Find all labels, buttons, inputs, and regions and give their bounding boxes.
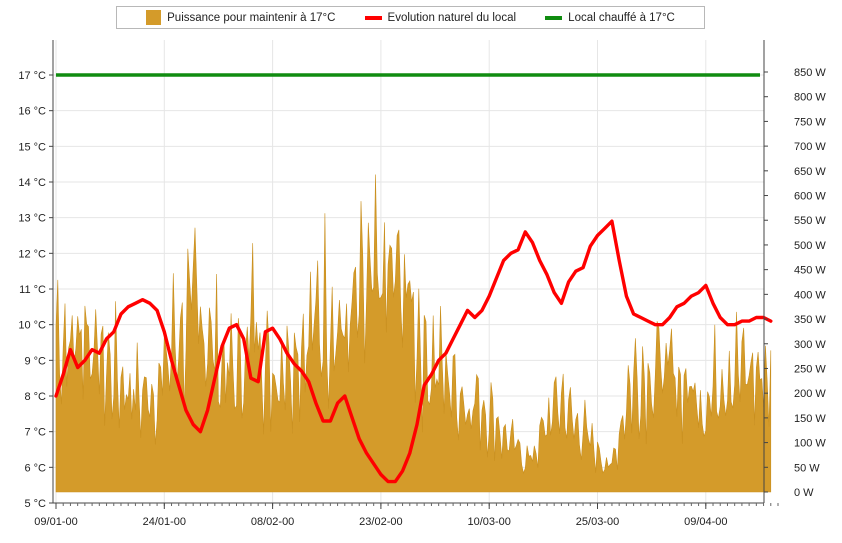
y-right-tick-label: 400 W: [794, 289, 826, 301]
y-right-tick-label: 700 W: [794, 141, 826, 153]
y-right-tick-label: 850 W: [794, 67, 826, 79]
y-left-tick-label: 17 °C: [18, 70, 46, 82]
x-tick-label: 24/01-00: [143, 516, 186, 528]
y-left-tick-label: 10 °C: [18, 320, 46, 332]
line-layer: [54, 73, 773, 484]
y-right-tick-label: 450 W: [794, 265, 826, 277]
legend-swatch-natural: [364, 15, 382, 20]
y-left-tick-label: 11 °C: [19, 284, 46, 296]
x-tick-label: 09/01-00: [34, 516, 77, 528]
y-left-tick-label: 15 °C: [18, 141, 46, 153]
x-tick-label: 10/03-00: [467, 516, 510, 528]
y-left-tick-label: 5 °C: [24, 498, 46, 510]
legend-swatch-heated: [545, 15, 563, 20]
legend-item-natural: Evolution naturel du local: [364, 11, 517, 24]
y-left-tick-label: 13 °C: [18, 213, 46, 225]
power-area: [55, 174, 772, 493]
y-right-tick-label: 350 W: [794, 314, 826, 326]
y-left-tick-label: 6 °C: [24, 462, 46, 474]
x-tick-label: 23/02-00: [359, 516, 402, 528]
y-right-tick-label: 800 W: [794, 92, 826, 104]
y-left-tick-label: 7 °C: [24, 427, 46, 439]
legend-label-power: Puissance pour maintenir à 17°C: [167, 11, 336, 24]
natural-line: [54, 219, 773, 484]
legend-item-power: Puissance pour maintenir à 17°C: [146, 10, 335, 25]
chart-legend: Puissance pour maintenir à 17°C Evolutio…: [116, 6, 705, 29]
y-right-tick-label: 500 W: [794, 240, 826, 252]
y-right-tick-label: 600 W: [794, 191, 826, 203]
y-left-tick-label: 9 °C: [24, 355, 46, 367]
y-right-tick-label: 150 W: [794, 413, 826, 425]
y-right-tick-label: 100 W: [794, 438, 826, 450]
y-left-tick-label: 16 °C: [18, 106, 46, 118]
y-right-tick-label: 650 W: [794, 166, 826, 178]
y-left-tick-label: 12 °C: [18, 248, 46, 260]
y-right-tick-label: 50 W: [794, 462, 820, 474]
y-left-tick-label: 14 °C: [18, 177, 46, 189]
axis-layer: 5 °C 6 °C 7 °C 8 °C 9 °C 10 °C 11 °C 12 °C 13 °C…: [18, 40, 826, 528]
x-tick-label: 25/03-00: [576, 516, 619, 528]
x-tick-label: 08/02-00: [251, 516, 294, 528]
legend-label-natural: Evolution naturel du local: [387, 11, 517, 24]
power-area-layer: [55, 174, 772, 493]
y-left-tick-label: 8 °C: [24, 391, 46, 403]
y-right-tick-label: 200 W: [794, 388, 826, 400]
x-tick-label: 09/04-00: [684, 516, 727, 528]
legend-label-heated: Local chauffé à 17°C: [568, 11, 675, 24]
y-right-tick-label: 750 W: [794, 116, 826, 128]
y-right-tick-label: 250 W: [794, 363, 826, 375]
legend-swatch-power: [146, 10, 162, 25]
y-right-tick-label: 300 W: [794, 339, 826, 351]
y-right-tick-label: 0 W: [794, 487, 814, 499]
legend-item-heated: Local chauffé à 17°C: [545, 12, 675, 24]
y-right-tick-label: 550 W: [794, 215, 826, 227]
